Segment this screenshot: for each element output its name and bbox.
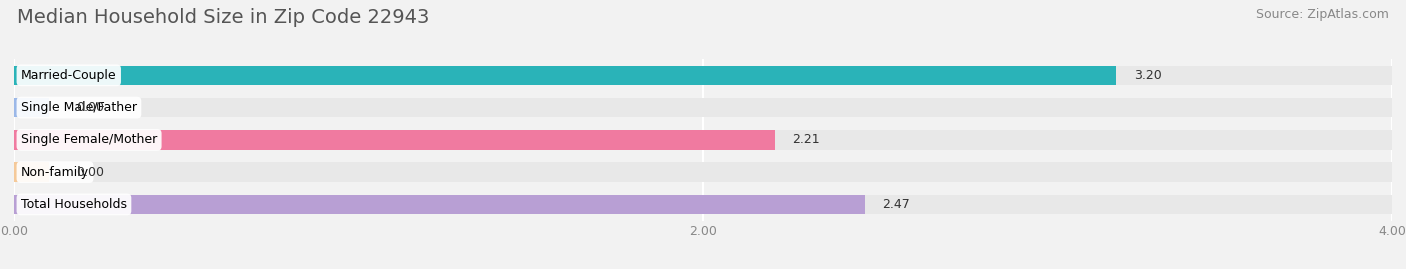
Text: Source: ZipAtlas.com: Source: ZipAtlas.com — [1256, 8, 1389, 21]
Bar — [14, 66, 1392, 85]
Text: Single Male/Father: Single Male/Father — [21, 101, 136, 114]
Text: 0.00: 0.00 — [76, 101, 104, 114]
Text: Non-family: Non-family — [21, 166, 89, 179]
Bar — [14, 98, 1392, 117]
Text: Married-Couple: Married-Couple — [21, 69, 117, 82]
Text: 2.47: 2.47 — [882, 198, 910, 211]
Bar — [14, 130, 1392, 150]
Text: 0.00: 0.00 — [76, 166, 104, 179]
Text: Single Female/Mother: Single Female/Mother — [21, 133, 157, 146]
Text: 2.21: 2.21 — [793, 133, 820, 146]
Bar — [14, 98, 48, 117]
Bar — [14, 162, 1392, 182]
Bar — [14, 195, 1392, 214]
Text: Median Household Size in Zip Code 22943: Median Household Size in Zip Code 22943 — [17, 8, 429, 27]
Bar — [14, 130, 775, 150]
Bar — [14, 195, 865, 214]
Text: 3.20: 3.20 — [1133, 69, 1161, 82]
Text: Total Households: Total Households — [21, 198, 127, 211]
Bar — [14, 162, 48, 182]
Bar — [14, 66, 1116, 85]
